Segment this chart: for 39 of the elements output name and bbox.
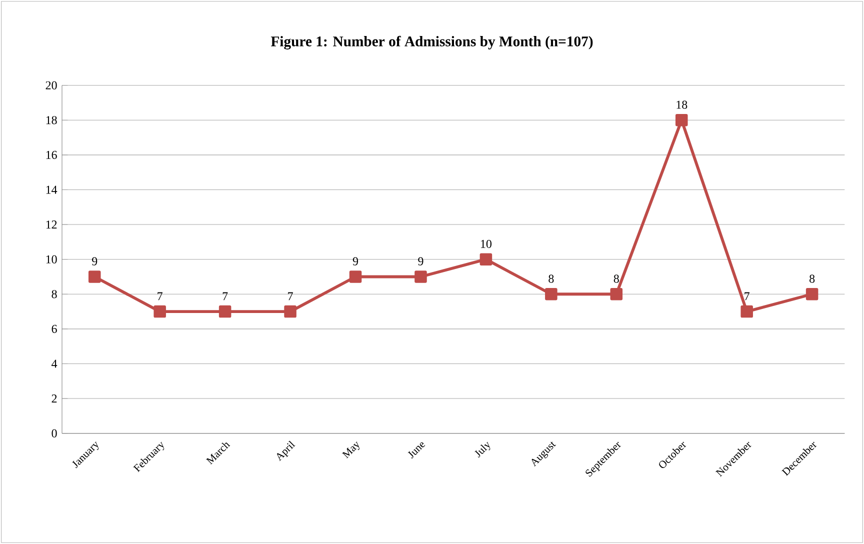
point — [349, 270, 362, 283]
point — [806, 288, 818, 300]
data-label: 7 — [288, 292, 293, 300]
data-label: 18 — [676, 100, 688, 109]
x-tick-label: May — [342, 442, 360, 459]
data-label: 10 — [480, 240, 492, 248]
point — [284, 305, 296, 318]
point — [88, 270, 101, 283]
point — [154, 305, 166, 318]
chart-title: Figure 1: Number of Admissions by Month (n=107) — [270, 36, 593, 50]
point — [480, 253, 492, 266]
data-label: 9 — [352, 257, 358, 266]
point — [610, 288, 623, 300]
y-tick-label: 6 — [52, 324, 57, 333]
point — [675, 114, 688, 126]
point — [545, 288, 558, 300]
y-tick-label: 16 — [46, 150, 57, 159]
data-label: 9 — [92, 257, 98, 266]
point — [414, 270, 427, 283]
y-tick-label: 8 — [52, 290, 57, 298]
data-label: 9 — [418, 257, 424, 266]
data-label: 7 — [744, 292, 750, 300]
y-tick-label: 2 — [52, 394, 57, 403]
data-label: 8 — [614, 274, 619, 283]
y-tick-label: 0 — [52, 429, 57, 438]
data-label: 7 — [222, 292, 228, 300]
y-tick-label: 14 — [46, 186, 58, 194]
data-label: 8 — [548, 274, 554, 283]
y-tick-label: 4 — [52, 360, 58, 368]
data-label: 7 — [158, 292, 162, 300]
x-tick-label: June — [408, 442, 426, 459]
point — [740, 305, 753, 318]
y-tick-label: 10 — [46, 255, 57, 264]
point — [218, 305, 232, 318]
data-label: 8 — [810, 274, 815, 283]
y-tick-label: 18 — [46, 116, 57, 124]
x-tick-label: July — [474, 442, 490, 458]
y-tick-label: 12 — [46, 220, 57, 229]
y-tick-label: 20 — [46, 81, 57, 90]
